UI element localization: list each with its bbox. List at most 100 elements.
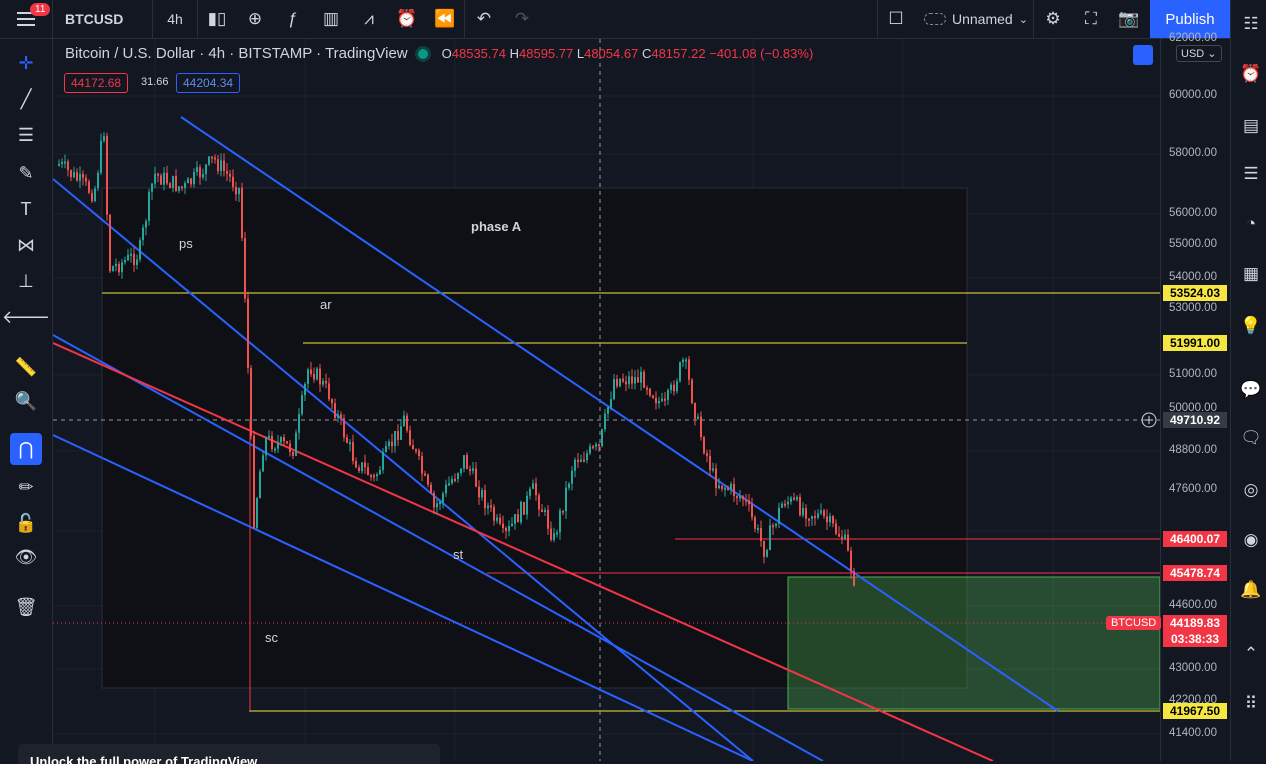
brush-icon[interactable]: ✎ [18,162,34,183]
channel-line-1 [53,178,754,761]
ideas-icon[interactable]: 💡 [1240,316,1262,335]
alert-icon[interactable]: ⏰ [396,9,418,28]
candle-body [364,462,366,468]
eye-icon[interactable]: 👁 [14,546,38,567]
candle-body [823,510,825,517]
candle-body [475,468,477,487]
candle-body [289,443,291,453]
currency-select[interactable]: USD ⌄ [1176,45,1222,62]
candle-body [400,426,402,440]
redo-icon[interactable]: ↷ [514,9,530,28]
candle-body [61,161,63,164]
upgrade-toast[interactable]: Unlock the full power of TradingView [18,744,440,764]
candle-body [253,435,255,528]
candle-body [586,453,588,461]
calendar-icon[interactable]: ▦ [1242,264,1260,283]
magnet-icon[interactable]: ⋂ [10,433,42,465]
trash-icon[interactable]: 🗑 [14,596,38,617]
layout-select-icon[interactable]: ☐ [888,9,904,28]
chat-icon[interactable]: 💬 [1240,380,1262,399]
candle-body [676,381,678,392]
candle-body [580,459,582,462]
candle-body [499,517,501,524]
buy-price-button[interactable]: 44204.34 [176,73,241,93]
measure-icon[interactable]: ⊥ [18,270,34,291]
candle-body [604,413,606,430]
candle-body [517,514,519,523]
candle-body [229,173,231,177]
notification-badge: 11 [30,3,51,16]
candle-body [406,415,408,431]
undo-icon[interactable]: ↶ [476,9,492,28]
indicators-fx-icon[interactable]: ƒ [288,9,298,28]
price-axis[interactable]: 62000.00 60000.00 58000.00 56000.00 55000.00… [1160,32,1231,761]
templates-icon[interactable]: ⩘ [364,9,374,28]
zoom-in-icon[interactable]: 🔍 [14,390,38,411]
candle-body [634,377,636,384]
main-menu-button[interactable]: 11 [0,0,53,38]
candle-body [469,469,471,472]
candle-body [574,459,576,471]
messages-icon[interactable]: 🗨 [1240,428,1262,447]
symbol-title[interactable]: Bitcoin / U.S. Dollar · 4h · BITSTAMP · … [65,45,408,62]
candle-body [511,523,513,526]
pattern-icon[interactable]: ⋈ [17,234,35,255]
candle-body [601,429,603,447]
candle-body [775,523,777,526]
alarm-icon[interactable]: ⏰ [1240,64,1262,83]
data-window-icon[interactable]: ☰ [1243,164,1259,183]
text-tool-icon[interactable]: T [20,198,32,219]
trend-line-icon[interactable]: ╱ [20,88,32,109]
fullscreen-icon[interactable]: ⛶ [1085,9,1097,28]
candle-body [595,444,597,447]
symbol-search-button[interactable]: BTCUSD [53,0,153,38]
candle-body [226,170,228,174]
collapse-icon[interactable]: ⌃ [1243,644,1259,663]
candle-body [466,455,468,470]
candle-body [457,473,459,480]
replay-icon[interactable]: ⏪ [434,9,456,28]
add-indicator-icon[interactable]: ⊕ [247,9,263,28]
order-panel-icon[interactable]: ⠿ [1244,694,1258,713]
crosshair-icon[interactable]: ✛ [18,52,34,73]
candles-icon[interactable]: ▮▯ [207,9,227,28]
news-icon[interactable]: ▤ [1242,116,1260,135]
price-chart[interactable] [53,39,1160,761]
broadcast-icon[interactable]: ◉ [1243,530,1259,549]
hotlist-icon[interactable]: ◔ [1245,214,1257,233]
candle-body [787,501,789,505]
candle-body [838,533,840,537]
channel-line-3 [53,334,824,761]
candle-body [613,379,615,400]
channel-line-4 [53,434,754,761]
back-arrow-icon[interactable]: 🡐 [1,306,51,327]
candle-body [274,448,276,451]
market-open-indicator [417,48,428,59]
publish-button[interactable]: Publish [1150,0,1230,38]
settings-gear-icon[interactable]: ⚙ [1045,9,1061,28]
toolbar-divider [877,0,878,38]
ohlc-values: O48535.74 H48595.77 L48054.67 C48157.22 … [441,46,814,61]
candle-body [403,415,405,427]
camera-icon[interactable]: 📷 [1118,9,1140,28]
sell-price-button[interactable]: 44172.68 [64,73,129,93]
candle-body [673,384,675,392]
interval-button[interactable]: 4h [153,0,198,38]
candle-body [358,467,360,471]
ruler-icon[interactable]: 📏 [14,356,38,377]
candle-body [622,378,624,382]
candle-body [94,188,96,202]
candle-body [265,437,267,456]
notifications-icon[interactable]: 🔔 [1240,580,1262,599]
candle-body [478,486,480,498]
candle-body [412,445,414,450]
streams-icon[interactable]: ◎ [1243,480,1259,499]
lock-drawing-icon[interactable]: ✏ [18,476,34,497]
fib-lines-icon[interactable]: ☰ [17,124,35,145]
lock-icon[interactable]: 🔓 [14,512,38,533]
layout-name-button[interactable]: Unnamed ⌄ [914,0,1034,38]
candles-group [58,132,855,587]
watchlist-icon[interactable]: ☷ [1243,14,1259,33]
financials-icon[interactable]: ▥ [322,9,340,28]
candle-body [238,187,240,195]
